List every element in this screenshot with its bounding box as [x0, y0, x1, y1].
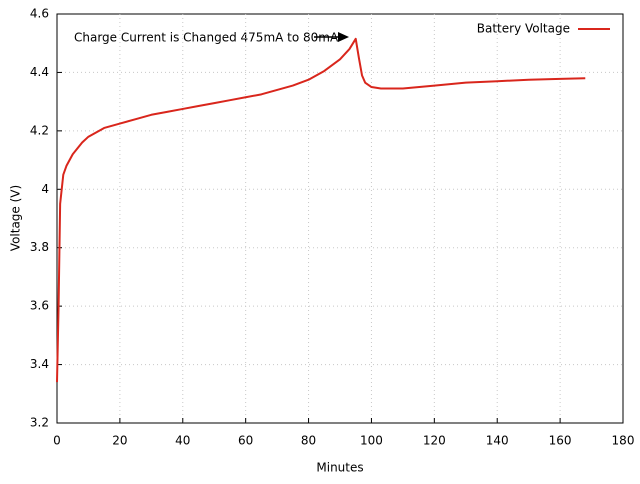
x-tick-label: 0 — [53, 434, 61, 448]
annotation: Charge Current is Changed 475mA to 80mA — [74, 31, 339, 45]
x-tick-label: 100 — [360, 434, 383, 448]
x-tick-label: 80 — [301, 434, 316, 448]
annotation-arrowhead — [338, 32, 349, 42]
y-tick-label: 4.2 — [30, 123, 49, 137]
x-tick-label: 60 — [238, 434, 253, 448]
x-tick-label: 180 — [612, 434, 635, 448]
y-tick-label: 4.4 — [30, 65, 49, 79]
x-tick-label: 40 — [175, 434, 190, 448]
y-tick-label: 3.8 — [30, 240, 49, 254]
legend-label: Battery Voltage — [477, 22, 570, 36]
y-tick-label: 4.6 — [30, 7, 49, 21]
y-tick-label: 3.2 — [30, 416, 49, 430]
x-tick-label: 140 — [486, 434, 509, 448]
x-tick-label: 120 — [423, 434, 446, 448]
y-tick-label: 3.6 — [30, 299, 49, 313]
x-tick-label: 160 — [549, 434, 572, 448]
x-tick-label: 20 — [112, 434, 127, 448]
y-axis-label: Voltage (V) — [9, 185, 23, 251]
y-tick-label: 3.4 — [30, 357, 49, 371]
data-line — [56, 37, 586, 383]
x-axis-label: Minutes — [316, 461, 363, 475]
y-tick-label: 4 — [41, 182, 49, 196]
plot-border — [56, 13, 624, 424]
